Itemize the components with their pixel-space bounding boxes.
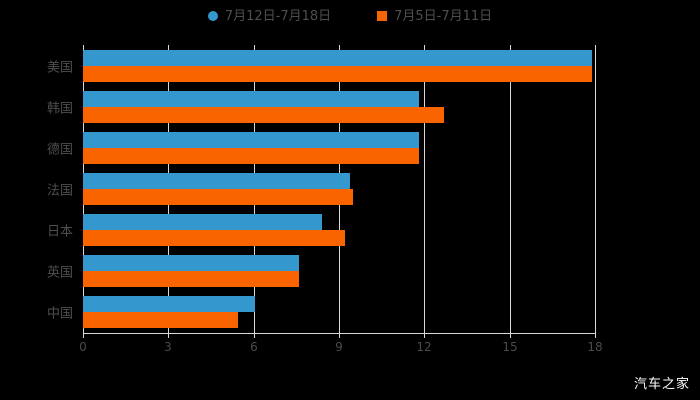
legend-entry-series-2[interactable]: 7月5日-7月11日 xyxy=(377,10,492,23)
x-axis-tick xyxy=(339,333,340,338)
bar[interactable] xyxy=(83,230,345,247)
x-axis-tick-label: 12 xyxy=(416,340,432,354)
bar[interactable] xyxy=(83,147,419,164)
x-axis-tick-label: 18 xyxy=(587,340,603,354)
x-axis-tick-label: 0 xyxy=(79,340,87,354)
x-axis-tick xyxy=(595,333,596,338)
y-axis-category-label: 法国 xyxy=(46,183,73,199)
x-axis-tick-label: 15 xyxy=(502,340,518,354)
gridline xyxy=(595,45,596,333)
bar[interactable] xyxy=(83,189,353,205)
x-axis-tick-label: 9 xyxy=(335,340,343,354)
y-axis-category-labels: 美国韩国德国法国日本英国中国 xyxy=(0,45,83,333)
gridline xyxy=(424,45,425,333)
bar[interactable] xyxy=(83,90,419,107)
gridline xyxy=(510,45,511,333)
x-axis-tick xyxy=(254,333,255,338)
watermark-text: 汽车之家 xyxy=(633,377,690,392)
legend-marker-square-icon xyxy=(377,11,388,21)
y-axis-category-label: 日本 xyxy=(46,224,73,240)
bar[interactable] xyxy=(83,312,238,329)
legend-label-series-2: 7月5日-7月11日 xyxy=(394,8,493,24)
bar[interactable] xyxy=(83,255,299,272)
bar[interactable] xyxy=(83,49,592,66)
y-axis-category-label: 中国 xyxy=(46,306,73,322)
chart-legend: 7月12日-7月18日 7月5日-7月11日 xyxy=(0,4,700,28)
legend-marker-circle-icon xyxy=(207,11,218,21)
y-axis-category-label: 德国 xyxy=(46,142,73,158)
x-axis-tick-label: 6 xyxy=(250,340,258,354)
x-axis-tick xyxy=(424,333,425,338)
plot-area: 0 3 6 9 12 15 18 xyxy=(79,45,603,354)
legend-label-series-1: 7月12日-7月18日 xyxy=(224,8,332,24)
bar[interactable] xyxy=(83,214,322,231)
x-axis-tick xyxy=(168,333,169,338)
bar[interactable] xyxy=(83,173,350,189)
y-axis-category-label: 韩国 xyxy=(46,101,73,117)
legend-entry-series-1[interactable]: 7月12日-7月18日 xyxy=(207,8,332,24)
bar[interactable] xyxy=(83,271,299,288)
bar[interactable] xyxy=(83,65,592,82)
bar[interactable] xyxy=(83,296,255,313)
bar[interactable] xyxy=(83,106,444,123)
x-axis-tick-label: 3 xyxy=(164,340,172,354)
x-axis-tick xyxy=(510,333,511,338)
x-axis-tick xyxy=(83,333,84,338)
y-axis-category-label: 英国 xyxy=(46,265,73,281)
y-axis-category-label: 美国 xyxy=(46,60,73,76)
bar[interactable] xyxy=(83,131,419,148)
